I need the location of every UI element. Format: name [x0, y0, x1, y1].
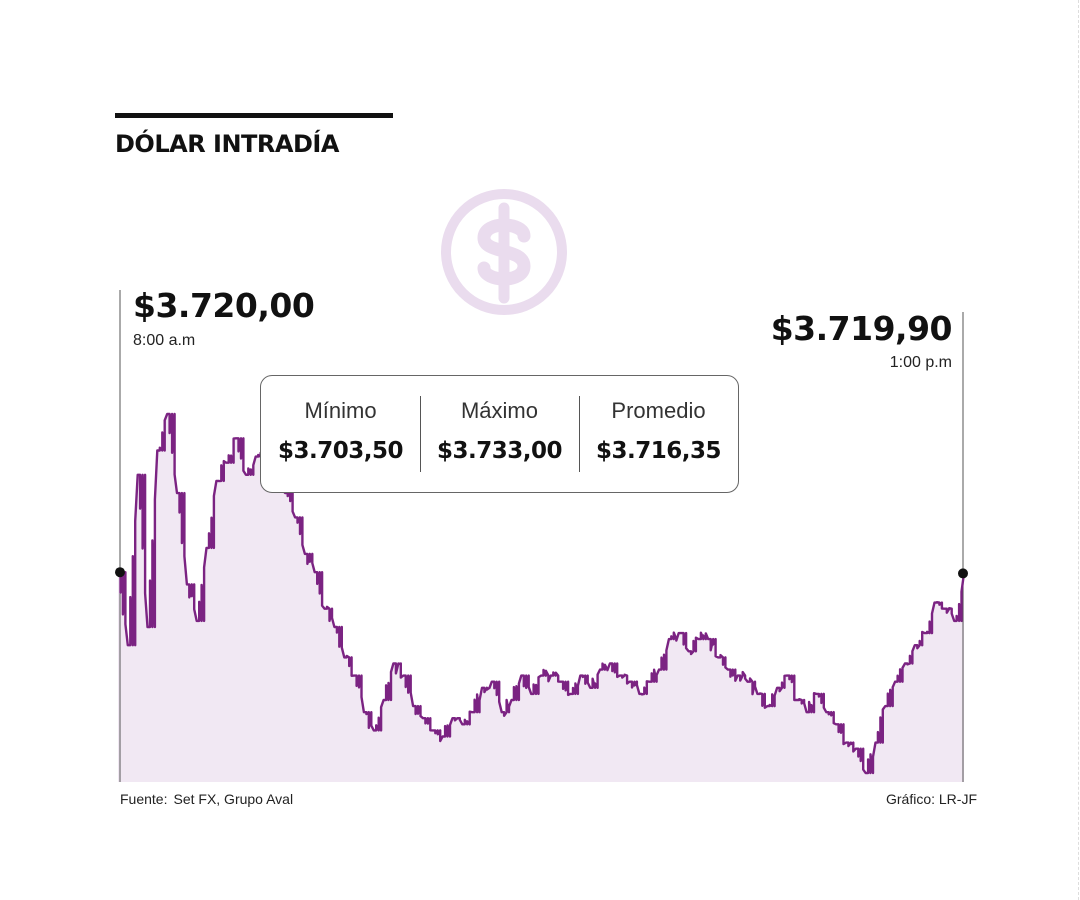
source-note: Fuente: Set FX, Grupo Aval [120, 791, 293, 807]
stat-average: Promedio $3.716,35 [579, 376, 738, 492]
closing-time: 1:00 p.m [889, 354, 952, 371]
stat-value: $3.733,00 [437, 438, 563, 464]
stat-minimum: Mínimo $3.703,50 [261, 376, 420, 492]
stat-label: Mínimo [304, 398, 377, 423]
stats-panel: Mínimo $3.703,50 Máximo $3.733,00 Promed… [260, 375, 739, 493]
graphic-credit: Gráfico: LR-JF [885, 791, 977, 807]
closing-marker [958, 568, 968, 579]
page-edge-guide [1078, 0, 1079, 900]
title-rule [115, 113, 393, 118]
dollar-coin-icon [441, 189, 567, 315]
opening-price: $3.720,00 [133, 286, 315, 325]
stat-label: Promedio [611, 398, 706, 423]
chart-title: DÓLAR INTRADÍA [115, 130, 339, 158]
source-text: Set FX, Grupo Aval [173, 791, 294, 807]
opening-time: 8:00 a.m [133, 332, 196, 349]
price-line [118, 412, 966, 775]
stat-value: $3.703,50 [278, 438, 404, 464]
closing-price: $3.719,90 [770, 309, 953, 348]
opening-marker [115, 567, 125, 578]
stat-label: Máximo [460, 398, 538, 423]
source-label: Fuente: [120, 791, 168, 807]
stat-maximum: Máximo $3.733,00 [420, 376, 579, 492]
stat-value: $3.716,35 [596, 438, 722, 464]
